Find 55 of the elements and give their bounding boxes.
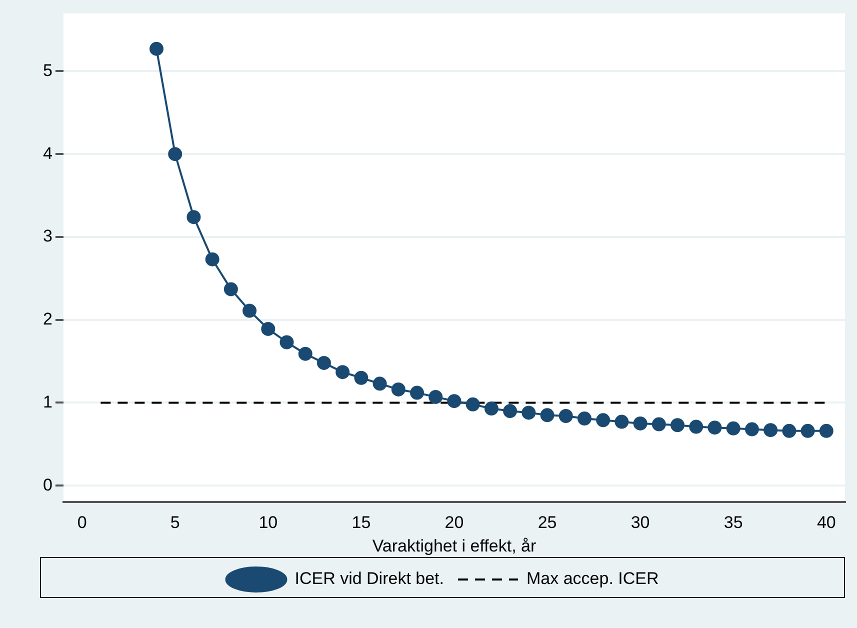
point bbox=[149, 42, 164, 56]
point bbox=[670, 418, 685, 432]
point bbox=[540, 408, 554, 422]
point bbox=[205, 252, 220, 266]
y-tick-label: 0 bbox=[42, 475, 52, 494]
point bbox=[242, 304, 257, 318]
point bbox=[633, 416, 648, 430]
point bbox=[410, 386, 424, 400]
x-tick-label: 15 bbox=[352, 513, 371, 532]
y-tick-label: 5 bbox=[42, 60, 52, 80]
point bbox=[466, 397, 480, 412]
point bbox=[522, 406, 536, 420]
point bbox=[316, 356, 331, 370]
point bbox=[726, 421, 740, 436]
point bbox=[224, 282, 238, 296]
y-tick-label: 1 bbox=[42, 392, 52, 412]
point bbox=[354, 370, 368, 385]
x-tick-label: 25 bbox=[538, 513, 557, 532]
point bbox=[652, 417, 666, 432]
x-tick-label: 10 bbox=[258, 513, 278, 532]
point bbox=[503, 404, 518, 418]
point bbox=[782, 424, 796, 438]
point bbox=[800, 424, 815, 438]
point bbox=[819, 424, 834, 438]
point bbox=[261, 322, 276, 336]
point bbox=[391, 382, 406, 396]
point bbox=[428, 390, 443, 404]
point bbox=[372, 376, 387, 391]
x-tick-label: 40 bbox=[816, 513, 836, 532]
point bbox=[186, 210, 201, 224]
legend-label: ICER vid Direkt bet. bbox=[294, 569, 444, 588]
point bbox=[614, 414, 629, 429]
x-axis-title: Varaktighet i effekt, år bbox=[372, 536, 536, 556]
point bbox=[577, 411, 592, 426]
x-tick-label: 35 bbox=[724, 513, 743, 532]
point bbox=[484, 402, 498, 416]
x-tick-label: 5 bbox=[170, 513, 180, 532]
y-tick-label: 3 bbox=[42, 226, 52, 246]
point bbox=[336, 365, 350, 380]
point bbox=[596, 413, 610, 428]
point bbox=[558, 409, 573, 424]
point bbox=[744, 422, 759, 436]
x-tick-label: 20 bbox=[444, 513, 464, 532]
point bbox=[689, 420, 704, 434]
x-tick-label: 30 bbox=[630, 513, 650, 532]
legend-label: Max accep. ICER bbox=[526, 569, 659, 588]
point bbox=[447, 394, 462, 408]
point bbox=[708, 420, 722, 435]
y-tick-label: 2 bbox=[42, 310, 52, 329]
point bbox=[298, 346, 312, 361]
point bbox=[764, 423, 778, 438]
y-tick-label: 4 bbox=[42, 144, 52, 163]
point bbox=[168, 147, 182, 162]
point bbox=[280, 335, 294, 350]
x-tick-label: 0 bbox=[77, 513, 87, 532]
